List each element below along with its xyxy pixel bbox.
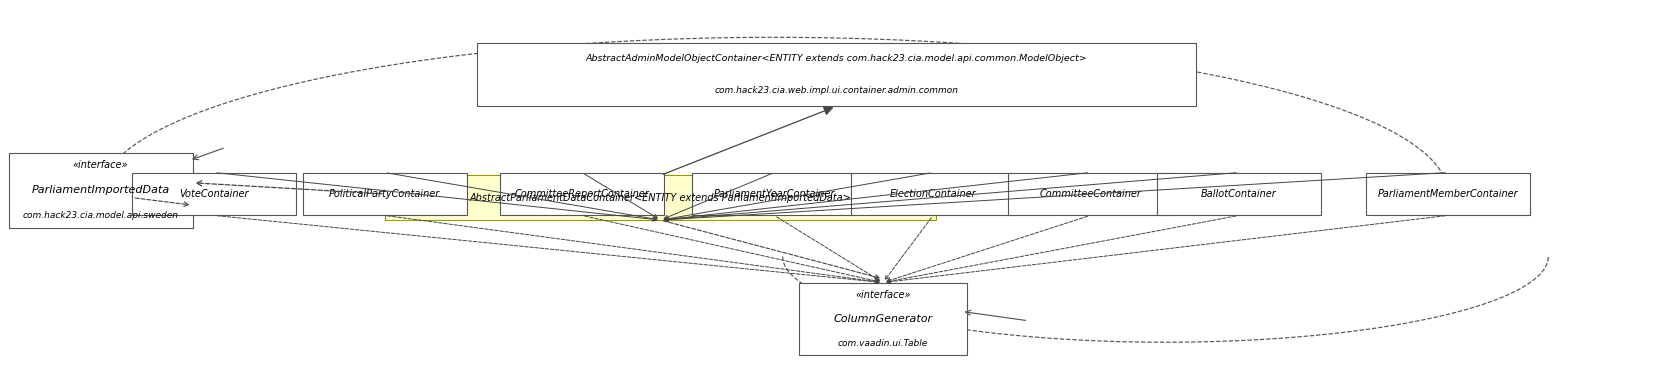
Bar — [799, 283, 966, 355]
Text: com.hack23.cia.model.api.sweden: com.hack23.cia.model.api.sweden — [22, 211, 179, 220]
Bar — [1366, 172, 1530, 216]
Text: CommitteeReportContainer: CommitteeReportContainer — [515, 189, 649, 199]
Text: BallotContainer: BallotContainer — [1200, 189, 1277, 199]
Bar — [8, 153, 192, 228]
Text: PoliticalPartyContainer: PoliticalPartyContainer — [329, 189, 440, 199]
Text: com.hack23.cia.web.impl.ui.container.admin.common: com.hack23.cia.web.impl.ui.container.adm… — [714, 86, 958, 95]
Text: ParliamentImportedData: ParliamentImportedData — [32, 185, 169, 195]
Text: ElectionContainer: ElectionContainer — [890, 189, 976, 199]
Bar — [692, 172, 856, 216]
Text: «interface»: «interface» — [74, 160, 129, 170]
Text: ParliamentMemberContainer: ParliamentMemberContainer — [1378, 189, 1518, 199]
Bar — [851, 172, 1015, 216]
Text: AbstractParliamentDataContainer<ENTITY extends ParliamentImportedData>: AbstractParliamentDataContainer<ENTITY e… — [470, 193, 851, 203]
Text: ParliamentYearContainer: ParliamentYearContainer — [714, 189, 834, 199]
Bar — [385, 175, 936, 220]
Bar — [132, 172, 296, 216]
Text: AbstractAdminModelObjectContainer<ENTITY extends com.hack23.cia.model.api.common: AbstractAdminModelObjectContainer<ENTITY… — [585, 54, 1087, 63]
Bar — [1157, 172, 1321, 216]
Text: ColumnGenerator: ColumnGenerator — [833, 314, 933, 324]
Bar — [1008, 172, 1172, 216]
Bar — [477, 43, 1195, 106]
Text: «interface»: «interface» — [854, 290, 911, 300]
Text: VoteContainer: VoteContainer — [179, 189, 249, 199]
Text: CommitteeContainer: CommitteeContainer — [1040, 189, 1142, 199]
Text: com.vaadin.ui.Table: com.vaadin.ui.Table — [838, 339, 928, 348]
Bar — [500, 172, 664, 216]
Bar — [303, 172, 466, 216]
